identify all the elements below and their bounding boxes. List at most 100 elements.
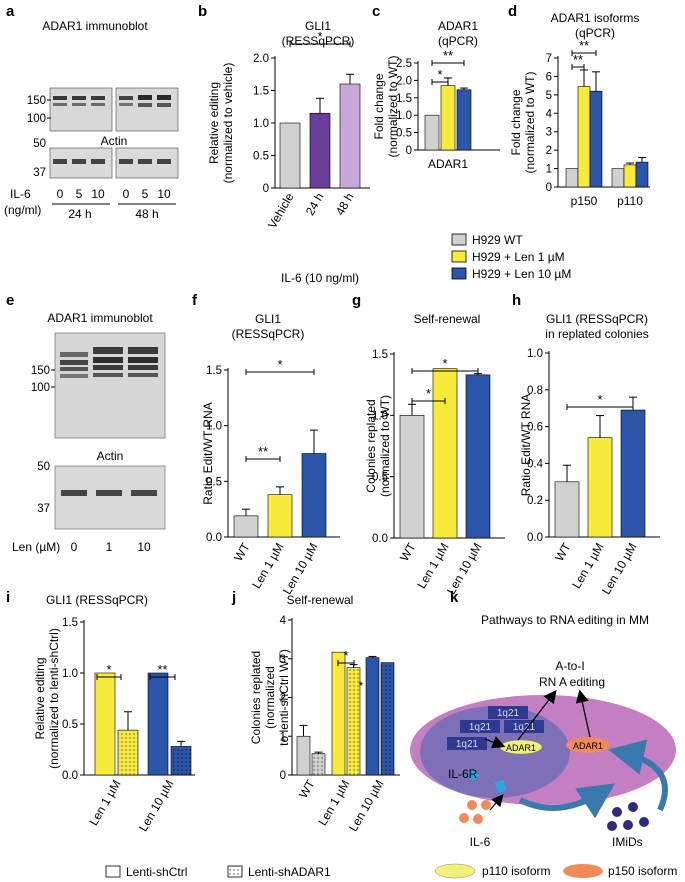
y-tick-label: 3 <box>280 654 286 666</box>
bar-len-10-µm-shctrl <box>147 672 169 776</box>
chart-title: in replated colonies <box>545 327 648 341</box>
x-tick-label: 24 h <box>303 191 327 218</box>
chrom-box-2 <box>460 720 500 733</box>
legend-p150-label: p150 isoform <box>608 864 677 878</box>
legend-p150-swatch <box>563 864 603 878</box>
y-tick-label: 0 <box>406 145 412 157</box>
y-tick-label: 2 <box>280 693 286 705</box>
x-tick-label: Len 10 µM <box>346 778 387 834</box>
y-tick-label: 1.5 <box>396 93 412 105</box>
il6-dot <box>481 800 491 810</box>
legend-ij-swatch-1 <box>227 865 243 878</box>
y-tick-label: 1.5 <box>253 86 269 98</box>
bar-len-10-µm <box>465 374 491 539</box>
legend-ij-swatch-0 <box>105 865 121 878</box>
il6r-receptor-right <box>494 779 507 793</box>
x-tick-label: 48 h <box>333 191 357 218</box>
significance-label: * <box>317 29 322 44</box>
dose-a-3: 0 <box>123 187 130 201</box>
time-a-24: 24 h <box>68 207 91 221</box>
unit-label-a: (ng/ml) <box>4 203 41 217</box>
panel-label-h: h <box>512 292 521 309</box>
legend-p110-label: p110 isoform <box>482 864 550 878</box>
bar-len-1-µm <box>432 368 458 539</box>
bar-vehicle <box>279 122 301 189</box>
bar-len-10-µm <box>620 409 646 538</box>
y-tick-label: 0.2 <box>527 495 543 507</box>
y-tick-label: 1 <box>546 164 552 176</box>
y-axis-label: Ratio Edit/WT RNA <box>201 402 215 504</box>
bar-p110-wt <box>611 168 625 188</box>
y-tick-label: 1.5 <box>372 349 388 361</box>
significance-label: * <box>277 357 282 372</box>
x-tick-label: Len 1 µM <box>86 778 123 829</box>
bar-len-1-µm-shctrl <box>331 651 346 776</box>
bar-wt-shadar1 <box>311 753 326 776</box>
y-axis-label: (normalized to WT) <box>378 395 392 497</box>
bar-len-1-µm-shadar1 <box>117 729 139 776</box>
chart-h: 0.0 0.2 0.4 0.6 0.8 1.0 GLI1 (RESSqPCR)in repl… <box>519 312 660 597</box>
x-tick-label: ADAR1 <box>428 157 468 171</box>
editing-label-1: A-to-I <box>555 659 584 673</box>
bar-48-h <box>339 83 361 189</box>
significance-label: * <box>426 386 431 401</box>
y-tick-label: 1.0 <box>206 421 222 433</box>
blot-a-top-right <box>115 87 179 132</box>
panel-a: a ADAR1 immunoblot 150 100 Actin 50 37 I… <box>4 3 179 221</box>
legend-cd-label-2: H929 + Len 10 µM <box>472 267 571 281</box>
dose-e-2: 10 <box>137 540 151 554</box>
y-axis-label: Colonies replated <box>249 651 263 744</box>
il6-label-a: IL-6 <box>10 187 31 201</box>
y-tick-label: 0.8 <box>527 385 543 397</box>
x-tick-label: p150 <box>571 194 598 208</box>
y-tick-label: 0.5 <box>396 128 412 140</box>
panel-label-d: d <box>508 3 517 20</box>
chart-i: 0.0 0.5 1.0 1.5 GLI1 (RESSqPCR) Relative edit… <box>33 593 195 834</box>
y-axis-label: (normalized to WT) <box>523 71 537 173</box>
x-tick-label: Len 1 µM <box>414 541 451 592</box>
significance-label: ** <box>579 38 589 53</box>
y-tick-label: 0.0 <box>62 770 78 782</box>
bar-len-10-µm <box>301 453 327 538</box>
chart-title: Self-renewal <box>414 312 481 326</box>
chart-title: GLI1 <box>255 312 281 326</box>
panel-label-i: i <box>6 589 10 606</box>
chart-title: (qPCR) <box>438 34 478 48</box>
chart-title: GLI1 (RESSqPCR) <box>546 312 648 326</box>
chrom-box-1 <box>488 706 528 719</box>
bar-p150-len10 <box>589 90 603 188</box>
il6-dot <box>473 814 483 824</box>
mw-37-a: 37 <box>33 167 46 179</box>
bar-len-1-µm <box>587 437 613 538</box>
x-tick-label: Vehicle <box>265 190 297 231</box>
dose-a-5: 10 <box>157 187 171 201</box>
chart-title: GLI1 <box>305 19 331 33</box>
chrom-box-4 <box>447 737 487 750</box>
y-tick-label: 6 <box>546 71 552 83</box>
chart-title: ADAR1 isoforms <box>551 11 640 25</box>
panel-label-g: g <box>352 292 361 309</box>
y-tick-label: 1.0 <box>396 110 412 122</box>
adar1-p150-ellipse <box>566 737 610 753</box>
dose-e-0: 0 <box>71 540 78 554</box>
bar-wt <box>233 515 259 538</box>
y-tick-label: 7 <box>546 53 552 65</box>
bar-p150-len1 <box>577 86 591 188</box>
x-tick-label: Len 1 µM <box>315 778 352 829</box>
x-tick-label: WT <box>552 540 574 564</box>
y-tick-label: 1.0 <box>253 118 269 130</box>
actin-bands-e <box>61 490 157 496</box>
panel-k: Pathways to RNA editing in MM A-to-I RN … <box>410 613 677 879</box>
y-tick-label: 0.5 <box>206 476 222 488</box>
bar-wt <box>399 415 425 539</box>
legend-ij-label-1: Lenti-shADAR1 <box>248 865 331 879</box>
bar-len-1-µm-shctrl <box>94 672 116 776</box>
mw-150-a: 150 <box>27 95 46 107</box>
y-tick-label: 2.0 <box>253 53 269 65</box>
imids-label: IMiDs <box>612 835 643 849</box>
il6r-receptor-left <box>467 769 480 782</box>
significance-label: * <box>437 67 442 82</box>
y-axis-label: to lenti-shCtrl WT) <box>277 649 291 746</box>
adar1-p150-label: ADAR1 <box>573 741 603 751</box>
